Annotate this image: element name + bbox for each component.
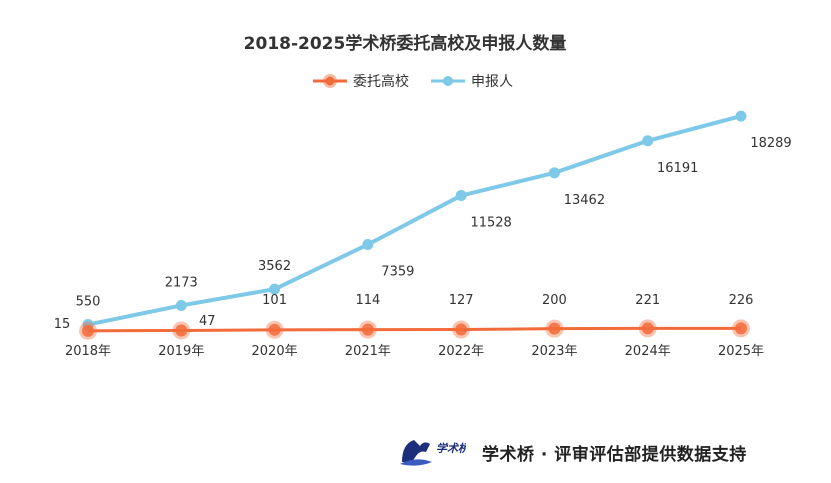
data-point [735,110,747,122]
data-label: 18289 [750,136,791,151]
data-point [361,323,374,336]
legend-label: 委托高校 [353,73,409,90]
data-label: 15 [54,317,71,332]
x-tick-label: 2024年 [625,344,671,359]
data-point [455,190,467,202]
x-tick-label: 2018年 [65,344,111,359]
data-point [362,239,374,251]
series-line-universities [87,326,742,333]
data-point [642,135,654,147]
x-tick-label: 2019年 [158,344,204,359]
x-tick-label: 2021年 [345,344,391,359]
data-label: 550 [76,295,101,310]
data-label: 3562 [258,259,291,274]
footer-credit-text: 学术桥 · 评审评估部提供数据支持 [482,444,747,465]
x-tick-label: 2022年 [438,344,484,359]
data-point [548,322,561,335]
legend-item: 委托高校 [313,73,409,90]
legend-label: 申报人 [471,74,513,90]
legend-item: 申报人 [431,74,513,90]
x-tick-label: 2023年 [531,344,577,359]
data-point [82,324,94,337]
legend-marker [325,76,335,86]
data-label: 226 [729,293,754,308]
data-label: 127 [449,293,474,308]
x-tick-label: 2020年 [252,344,298,359]
chart-title: 2018-2025学术桥委托高校及申报人数量 [244,33,567,54]
data-label: 101 [262,293,287,308]
data-label: 13462 [564,193,605,208]
footer-logo-text: 学术桥 [436,442,466,455]
legend: 委托高校 申报人 [313,73,513,90]
data-point [641,322,654,335]
data-label: 2173 [165,275,198,290]
data-point [548,167,560,179]
data-label: 16191 [657,161,698,176]
data-label: 7359 [381,265,414,280]
data-point [175,299,187,311]
xueshuqiao-logo-icon: 学术桥 [400,440,466,466]
data-point [735,322,747,335]
data-point [269,283,281,295]
series-line-applicants [87,114,742,327]
data-label: 114 [355,293,380,308]
data-point [175,324,188,337]
footer: 学术桥 学术桥 · 评审评估部提供数据支持 [398,432,747,472]
data-label: 11528 [470,216,511,231]
data-point [455,323,468,336]
plot-area: 2018年 2019年 2020年 2021年 2022年 2023年 2024年 2025年… [54,110,792,359]
data-point [268,323,281,336]
data-label: 221 [635,293,660,308]
data-label: 200 [542,293,567,308]
data-label: 47 [199,314,216,329]
x-tick-label: 2025年 [718,344,764,359]
legend-marker [443,76,453,86]
